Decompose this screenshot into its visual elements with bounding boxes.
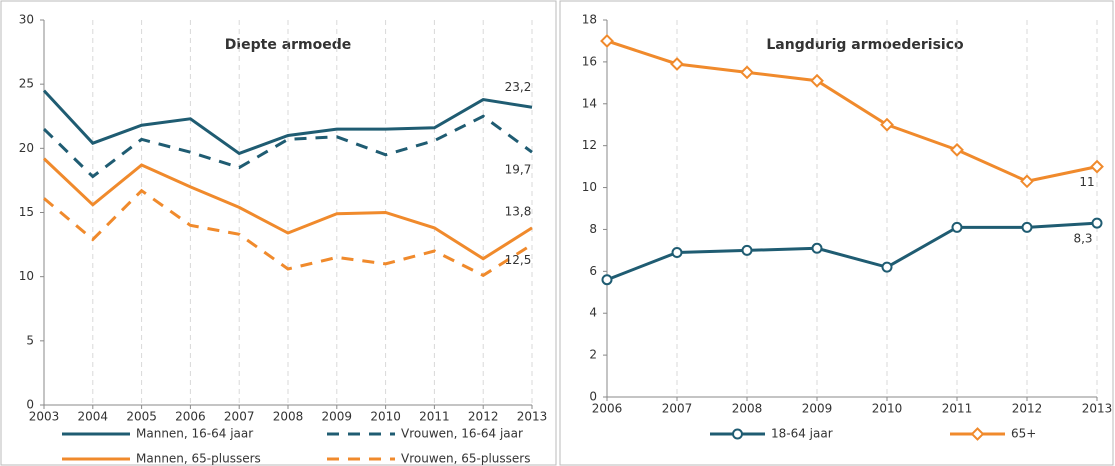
point <box>601 274 613 286</box>
y-tick-label: 10 <box>19 269 34 283</box>
legend-label: 65+ <box>1011 427 1036 441</box>
point <box>671 246 683 258</box>
x-tick-label: 2006 <box>175 410 206 424</box>
data-label: 8,3 <box>1073 232 1092 246</box>
legend-marker <box>732 428 743 440</box>
y-tick-label: 25 <box>19 77 34 91</box>
point <box>670 57 684 71</box>
y-tick-label: 2 <box>589 348 597 362</box>
point <box>811 242 823 254</box>
x-tick-label: 2003 <box>29 410 60 424</box>
line <box>42 114 533 179</box>
y-tick-label: 12 <box>582 138 597 152</box>
x-tick-label: 2012 <box>1012 402 1043 416</box>
line <box>42 89 533 156</box>
x-tick-label: 2004 <box>78 410 109 424</box>
chart-title: Diepte armoede <box>225 37 352 53</box>
y-tick-label: 5 <box>26 333 34 347</box>
point <box>1090 159 1104 174</box>
y-tick-label: 10 <box>582 180 597 194</box>
line <box>42 157 533 261</box>
data-label: 19,7 <box>505 163 532 177</box>
line <box>606 39 1098 183</box>
y-tick-label: 16 <box>582 54 597 68</box>
y-tick-label: 0 <box>589 390 597 404</box>
x-tick-label: 2012 <box>468 410 499 424</box>
x-tick-label: 2007 <box>662 402 693 416</box>
point <box>600 34 614 48</box>
y-tick-label: 14 <box>582 96 597 110</box>
y-tick-label: 0 <box>26 398 34 412</box>
x-tick-label: 2011 <box>942 402 973 416</box>
line <box>43 188 533 278</box>
y-tick-label: 30 <box>19 13 34 27</box>
x-tick-label: 2005 <box>126 410 157 424</box>
legend-marker <box>970 427 985 441</box>
y-tick-label: 8 <box>589 222 597 236</box>
point <box>1020 174 1034 189</box>
point <box>741 244 753 256</box>
x-tick-label: 2013 <box>1082 402 1113 416</box>
legend-label: Mannen, 16-64 jaar <box>136 427 253 441</box>
data-label: 13,8 <box>505 204 532 218</box>
point <box>880 117 894 132</box>
chart-title: Langdurig armoederisico <box>766 37 964 53</box>
x-tick-label: 2013 <box>517 410 548 424</box>
y-tick-label: 4 <box>589 306 597 320</box>
line <box>606 221 1098 282</box>
y-tick-label: 6 <box>589 264 597 278</box>
point <box>810 73 824 88</box>
x-tick-label: 2011 <box>419 410 450 424</box>
legend-label: 18-64 jaar <box>771 427 833 441</box>
legend-label: Mannen, 65-plussers <box>136 452 261 466</box>
panel-border <box>0 0 557 466</box>
data-label: 11 <box>1079 175 1094 189</box>
point <box>950 142 964 157</box>
x-tick-label: 2010 <box>370 410 401 424</box>
y-tick-label: 18 <box>582 13 597 27</box>
x-tick-label: 2009 <box>802 402 833 416</box>
legend-label: Vrouwen, 65-plussers <box>401 452 531 466</box>
point <box>881 261 893 273</box>
data-label: 12,5 <box>505 253 532 267</box>
x-tick-label: 2008 <box>273 410 304 424</box>
panel-border <box>559 0 1114 466</box>
point <box>951 221 963 233</box>
y-tick-label: 15 <box>19 205 34 219</box>
point <box>740 65 754 80</box>
legend-label: Vrouwen, 16-64 jaar <box>401 427 523 441</box>
x-tick-label: 2010 <box>872 402 903 416</box>
y-tick-label: 20 <box>19 141 34 155</box>
point <box>1091 217 1103 229</box>
data-label: 23,2 <box>505 80 532 94</box>
x-tick-label: 2007 <box>224 410 255 424</box>
point <box>1021 221 1033 233</box>
x-tick-label: 2006 <box>592 402 623 416</box>
x-tick-label: 2008 <box>732 402 763 416</box>
x-tick-label: 2009 <box>322 410 353 424</box>
